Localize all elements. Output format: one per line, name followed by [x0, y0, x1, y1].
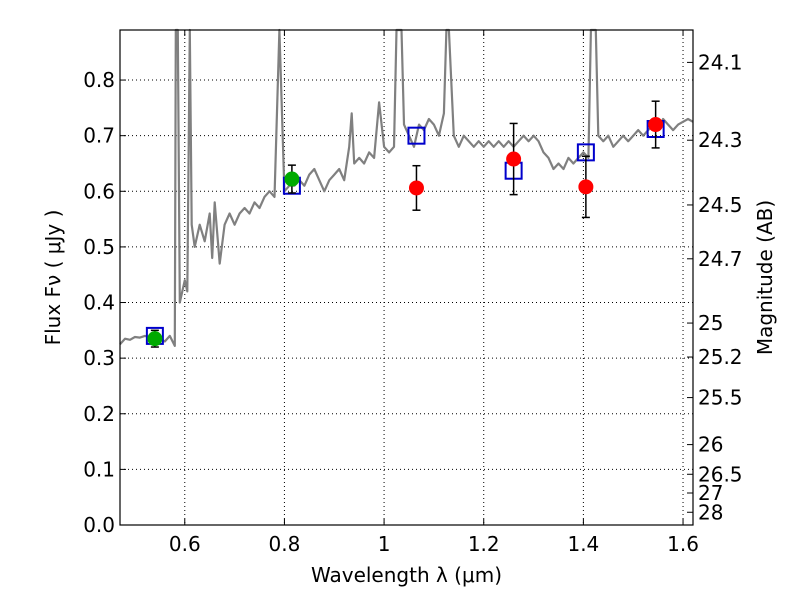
observed-photometry-point — [578, 179, 594, 195]
right-tick-label: 27 — [698, 481, 723, 505]
y-tick-label: 0.3 — [83, 346, 115, 370]
y-tick-label: 0.5 — [83, 235, 115, 259]
model-photometry-square — [407, 126, 426, 145]
right-tick-label: 25.2 — [698, 345, 743, 369]
y-tick-label: 0.7 — [83, 124, 115, 148]
x-tick-label: 1.4 — [567, 532, 599, 556]
right-tick-label: 24.5 — [698, 193, 743, 217]
right-tick-label: 26.5 — [698, 462, 743, 486]
x-tick-label: 1.2 — [468, 532, 500, 556]
grid — [120, 30, 693, 526]
y-tick-label: 0.1 — [83, 457, 115, 481]
y-tick-label: 0.8 — [83, 68, 115, 92]
right-axis-label: Magnitude (AB) — [753, 200, 777, 355]
observed-photometry-point — [648, 117, 664, 133]
y-tick-label: 0.0 — [83, 513, 115, 537]
axis-ticks: 0.6 0.8 1 1.2 1.4 1.6 0.0 0.1 0.2 0.3 0.4 0.5 0.6 0.7… — [83, 30, 743, 556]
right-tick-label: 28 — [698, 500, 723, 524]
spectrum-line — [119, 28, 694, 347]
y-axis-label: Flux Fν ( μJy ) — [41, 210, 65, 346]
observed-photometry-point — [284, 171, 300, 187]
plot-frame — [119, 29, 694, 526]
x-tick-label: 0.6 — [169, 532, 201, 556]
observed-photometry-point — [506, 151, 522, 167]
x-tick-label: 1.6 — [667, 532, 699, 556]
right-tick-label: 25.5 — [698, 386, 743, 410]
right-tick-label: 26 — [698, 433, 723, 457]
y-tick-label: 0.2 — [83, 402, 115, 426]
observed-photometry-point — [147, 331, 163, 347]
plot-data — [119, 28, 694, 348]
right-tick-label: 24.1 — [698, 50, 743, 74]
right-tick-label: 24.7 — [698, 247, 743, 271]
right-tick-label: 24.3 — [698, 128, 743, 152]
x-tick-label: 1 — [378, 532, 391, 556]
right-tick-label: 25 — [698, 311, 723, 335]
observed-photometry-point — [408, 180, 424, 196]
x-tick-label: 0.8 — [269, 532, 301, 556]
x-axis-label: Wavelength λ (μm) — [311, 563, 502, 587]
y-tick-label: 0.6 — [83, 179, 115, 203]
y-tick-label: 0.4 — [83, 291, 115, 315]
